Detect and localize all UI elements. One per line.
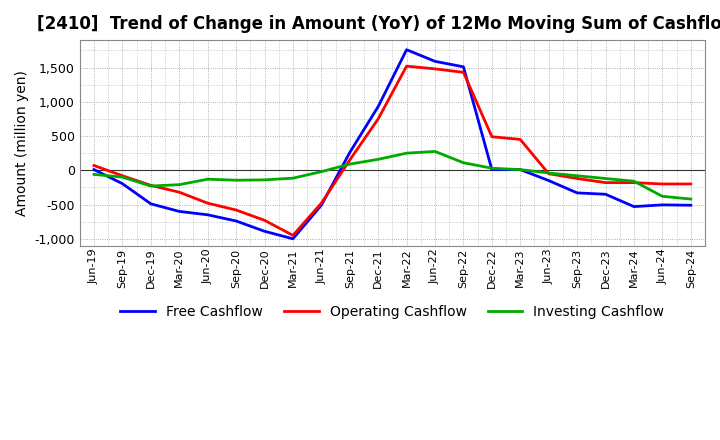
Operating Cashflow: [346, 158, 354, 163]
Free Cashflow: [402, 47, 411, 52]
Operating Cashflow: [487, 134, 496, 139]
Free Cashflow: [686, 202, 695, 208]
Operating Cashflow: [374, 116, 382, 121]
Investing Cashflow: [203, 176, 212, 182]
Investing Cashflow: [402, 150, 411, 156]
Investing Cashflow: [629, 179, 638, 184]
Legend: Free Cashflow, Operating Cashflow, Investing Cashflow: Free Cashflow, Operating Cashflow, Inves…: [114, 300, 670, 325]
Investing Cashflow: [346, 161, 354, 167]
Line: Operating Cashflow: Operating Cashflow: [94, 66, 690, 235]
Investing Cashflow: [658, 194, 667, 199]
Investing Cashflow: [232, 178, 240, 183]
Investing Cashflow: [601, 176, 610, 181]
Free Cashflow: [232, 218, 240, 224]
Free Cashflow: [289, 236, 297, 242]
Free Cashflow: [146, 201, 155, 206]
Investing Cashflow: [487, 165, 496, 171]
Free Cashflow: [573, 190, 582, 195]
Operating Cashflow: [431, 66, 439, 72]
Operating Cashflow: [629, 180, 638, 185]
Operating Cashflow: [260, 218, 269, 223]
Free Cashflow: [260, 229, 269, 234]
Investing Cashflow: [374, 157, 382, 162]
Investing Cashflow: [317, 169, 325, 174]
Investing Cashflow: [90, 172, 99, 177]
Free Cashflow: [658, 202, 667, 208]
Y-axis label: Amount (million yen): Amount (million yen): [15, 70, 29, 216]
Operating Cashflow: [90, 163, 99, 168]
Free Cashflow: [175, 209, 184, 214]
Free Cashflow: [374, 104, 382, 109]
Operating Cashflow: [601, 180, 610, 185]
Operating Cashflow: [203, 201, 212, 206]
Investing Cashflow: [459, 160, 468, 165]
Investing Cashflow: [544, 170, 553, 176]
Operating Cashflow: [544, 171, 553, 176]
Free Cashflow: [90, 167, 99, 172]
Investing Cashflow: [289, 176, 297, 181]
Free Cashflow: [629, 204, 638, 209]
Free Cashflow: [317, 202, 325, 208]
Free Cashflow: [203, 212, 212, 217]
Operating Cashflow: [175, 190, 184, 195]
Investing Cashflow: [686, 196, 695, 202]
Operating Cashflow: [658, 181, 667, 187]
Investing Cashflow: [516, 167, 525, 172]
Investing Cashflow: [175, 182, 184, 187]
Free Cashflow: [516, 167, 525, 172]
Operating Cashflow: [573, 176, 582, 181]
Investing Cashflow: [118, 175, 127, 180]
Free Cashflow: [346, 150, 354, 155]
Free Cashflow: [601, 192, 610, 197]
Operating Cashflow: [146, 183, 155, 188]
Operating Cashflow: [118, 173, 127, 178]
Operating Cashflow: [402, 63, 411, 69]
Title: [2410]  Trend of Change in Amount (YoY) of 12Mo Moving Sum of Cashflows: [2410] Trend of Change in Amount (YoY) o…: [37, 15, 720, 33]
Operating Cashflow: [232, 207, 240, 213]
Free Cashflow: [459, 64, 468, 70]
Free Cashflow: [118, 181, 127, 186]
Operating Cashflow: [289, 233, 297, 238]
Operating Cashflow: [459, 70, 468, 75]
Investing Cashflow: [573, 173, 582, 178]
Investing Cashflow: [260, 177, 269, 183]
Operating Cashflow: [317, 201, 325, 206]
Investing Cashflow: [146, 183, 155, 189]
Free Cashflow: [487, 167, 496, 172]
Operating Cashflow: [516, 137, 525, 142]
Free Cashflow: [544, 178, 553, 183]
Free Cashflow: [431, 59, 439, 64]
Operating Cashflow: [686, 181, 695, 187]
Line: Investing Cashflow: Investing Cashflow: [94, 151, 690, 199]
Line: Free Cashflow: Free Cashflow: [94, 50, 690, 239]
Investing Cashflow: [431, 149, 439, 154]
